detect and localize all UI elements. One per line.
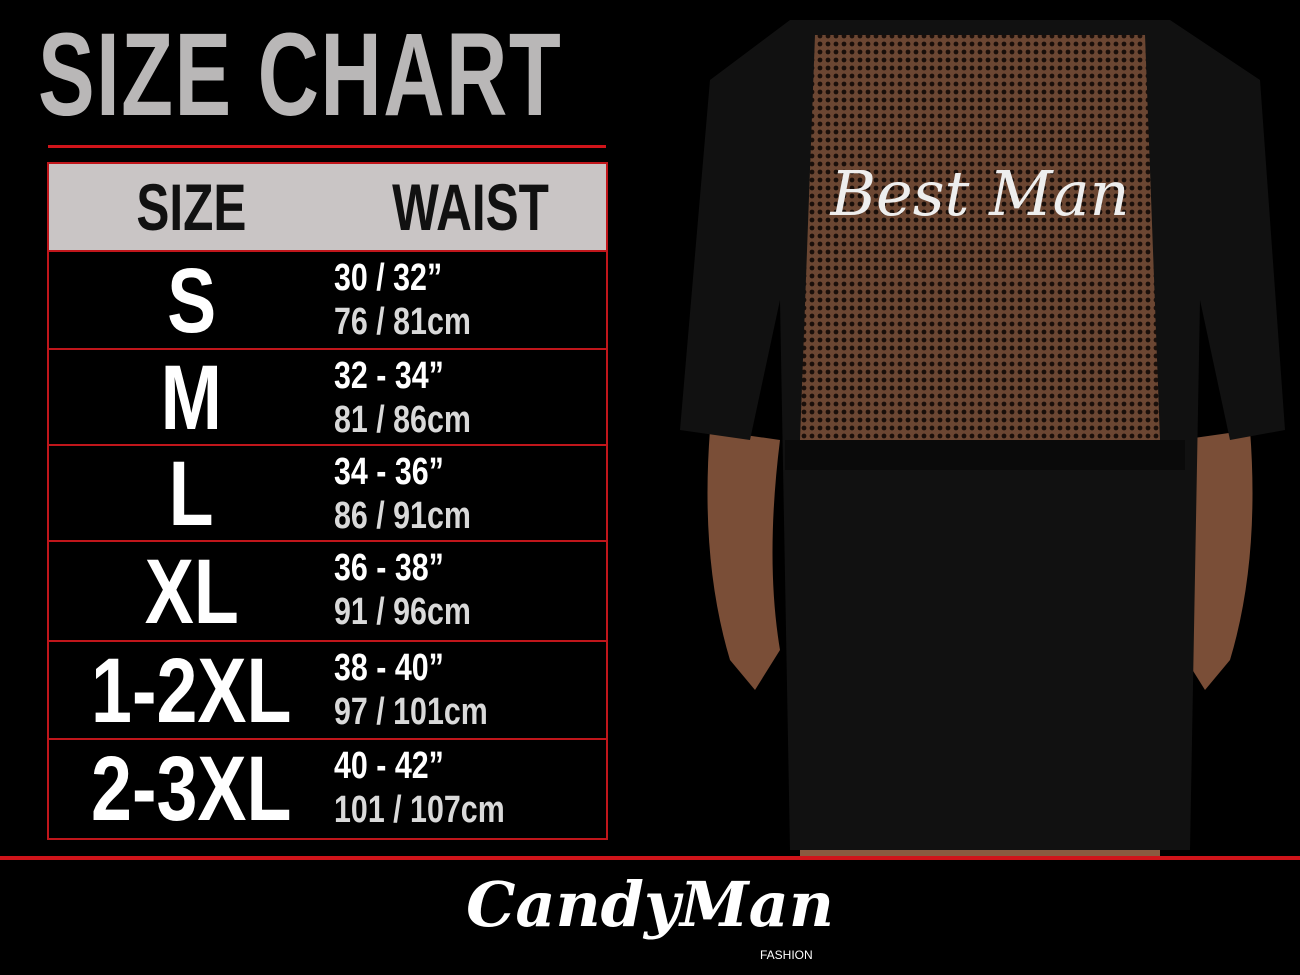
brand-sub: FASHION	[760, 948, 813, 962]
title-divider	[48, 145, 606, 148]
garment-print: Best Man	[829, 157, 1129, 230]
brand-name: CandyMan	[466, 868, 834, 941]
robe-mesh-panel	[800, 35, 1160, 440]
size-cell: 2-3XL	[91, 738, 292, 840]
table-row: 1-2XL 38 - 40” 97 / 101cm	[49, 642, 606, 740]
model-arms	[707, 430, 1253, 690]
product-photo: Best Man	[680, 20, 1285, 858]
waist-cell: 34 - 36” 86 / 91cm	[334, 451, 471, 537]
size-cell: L	[169, 443, 214, 545]
header-waist: WAIST	[391, 170, 549, 244]
waist-cell: 40 - 42” 101 / 107cm	[334, 745, 505, 831]
header-size: SIZE	[136, 170, 247, 244]
table-row: 2-3XL 40 - 42” 101 / 107cm	[49, 740, 606, 838]
size-table: SIZE WAIST S 30 / 32” 76 / 81cm M 32 - 34…	[47, 162, 608, 840]
waist-cell: 30 / 32” 76 / 81cm	[334, 257, 471, 343]
size-cell: S	[166, 250, 217, 352]
table-row: XL 36 - 38” 91 / 96cm	[49, 542, 606, 642]
waist-cell: 32 - 34” 81 / 86cm	[334, 355, 471, 441]
size-cell: XL	[144, 541, 239, 643]
size-cell: 1-2XL	[91, 640, 292, 742]
size-cell: M	[160, 347, 223, 449]
table-row: M 32 - 34” 81 / 86cm	[49, 350, 606, 446]
table-header: SIZE WAIST	[49, 164, 606, 252]
table-row: S 30 / 32” 76 / 81cm	[49, 252, 606, 350]
footer-divider	[0, 856, 1300, 860]
page-title: SIZE CHART	[38, 9, 563, 141]
waist-cell: 36 - 38” 91 / 96cm	[334, 547, 471, 633]
waist-cell: 38 - 40” 97 / 101cm	[334, 647, 488, 733]
brand-logo: CandyMan FASHION	[0, 866, 1300, 966]
robe-belt	[785, 440, 1185, 470]
table-row: L 34 - 36” 86 / 91cm	[49, 446, 606, 542]
